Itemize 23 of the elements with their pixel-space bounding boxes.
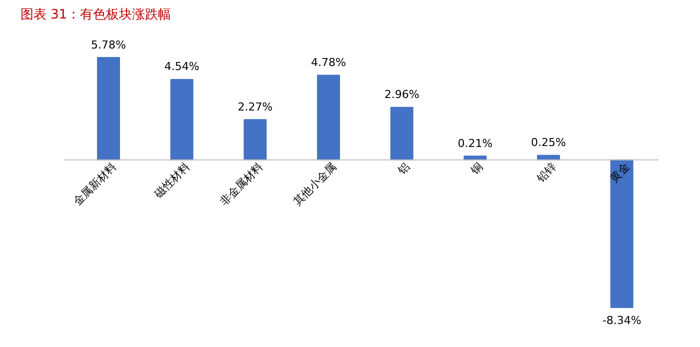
x-tick-label: 铝 xyxy=(394,160,412,178)
data-label: 0.25% xyxy=(531,136,566,150)
data-label: -8.34% xyxy=(602,314,642,327)
bar xyxy=(244,119,267,160)
bar xyxy=(317,74,340,160)
bar xyxy=(390,106,414,160)
x-tick-label: 其他小金属 xyxy=(290,160,339,208)
bar xyxy=(97,57,120,160)
x-tick-label: 黄金 xyxy=(608,160,632,185)
x-tick-label: 磁性材料 xyxy=(151,160,192,202)
data-label: 0.21% xyxy=(458,136,493,150)
x-tick-label: 铅锌 xyxy=(534,160,559,186)
bar xyxy=(610,159,634,308)
x-tick-label: 金属新材料 xyxy=(70,160,119,208)
data-label: 2.27% xyxy=(238,100,273,114)
x-tick-label: 铜 xyxy=(468,160,486,178)
data-label: 5.78% xyxy=(91,38,126,52)
bar xyxy=(170,78,194,160)
data-label: 2.96% xyxy=(384,88,420,102)
data-label: 4.78% xyxy=(311,56,346,69)
x-tick-label: 非金属材料 xyxy=(218,160,266,208)
data-label: 4.54% xyxy=(164,60,200,74)
chart-title: 图表 31：有色板块涨跌幅 xyxy=(20,8,172,22)
